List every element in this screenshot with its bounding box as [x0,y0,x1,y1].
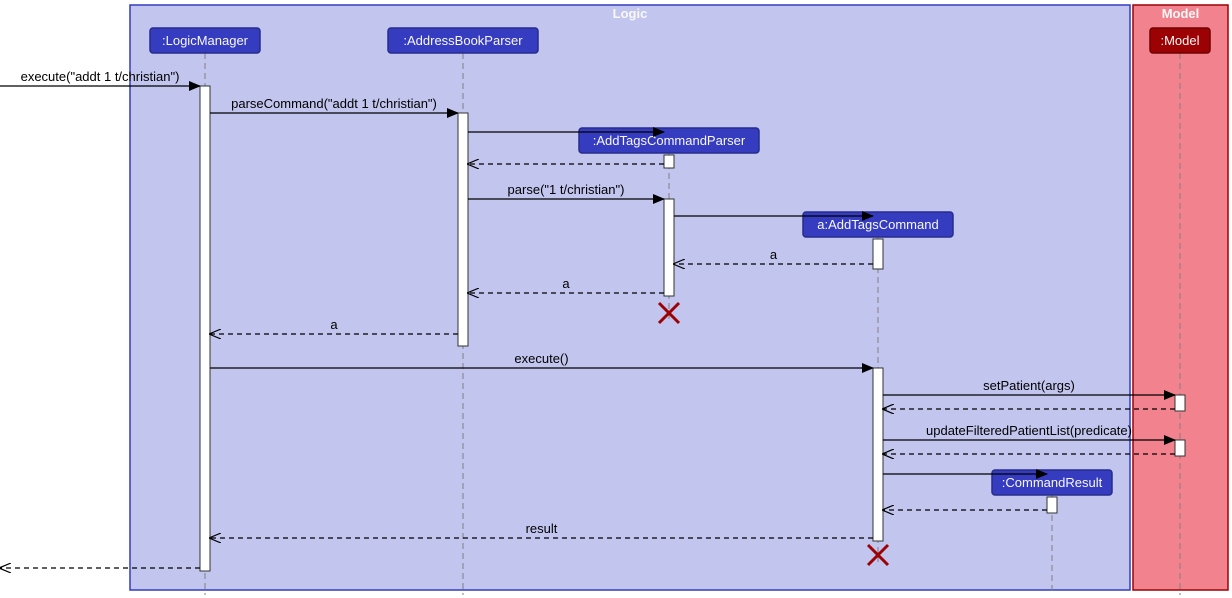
box-title: Logic [613,6,648,21]
activation-atc [873,239,883,269]
activation-lm [200,86,210,571]
message-label: parse("1 t/christian") [508,182,625,197]
message-label: execute() [514,351,568,366]
activation-model [1175,440,1185,456]
message-label: execute("addt 1 t/christian") [21,69,180,84]
message-label: updateFilteredPatientList(predicate) [926,423,1132,438]
message-label: a [330,317,338,332]
lifeline-label: :CommandResult [1002,475,1103,490]
message-label: a [562,276,570,291]
message-label: a [770,247,778,262]
lifeline-label: a:AddTagsCommand [817,217,938,232]
lifeline-label: :Model [1160,33,1199,48]
activation-atcp [664,155,674,168]
activation-abp [458,113,468,346]
box-logic [130,5,1130,590]
activation-atc [873,368,883,541]
activation-model [1175,395,1185,411]
lifeline-label: :AddTagsCommandParser [593,133,746,148]
sequence-diagram: Logic Model :LogicManager :AddressBookParse… [0,0,1232,595]
lifeline-label: :LogicManager [162,33,249,48]
message-label: setPatient(args) [983,378,1075,393]
box-title: Model [1162,6,1200,21]
lifeline-label: :AddressBookParser [403,33,523,48]
message-label: result [526,521,558,536]
activation-cr [1047,497,1057,513]
activation-atcp [664,199,674,296]
message-label: parseCommand("addt 1 t/christian") [231,96,437,111]
